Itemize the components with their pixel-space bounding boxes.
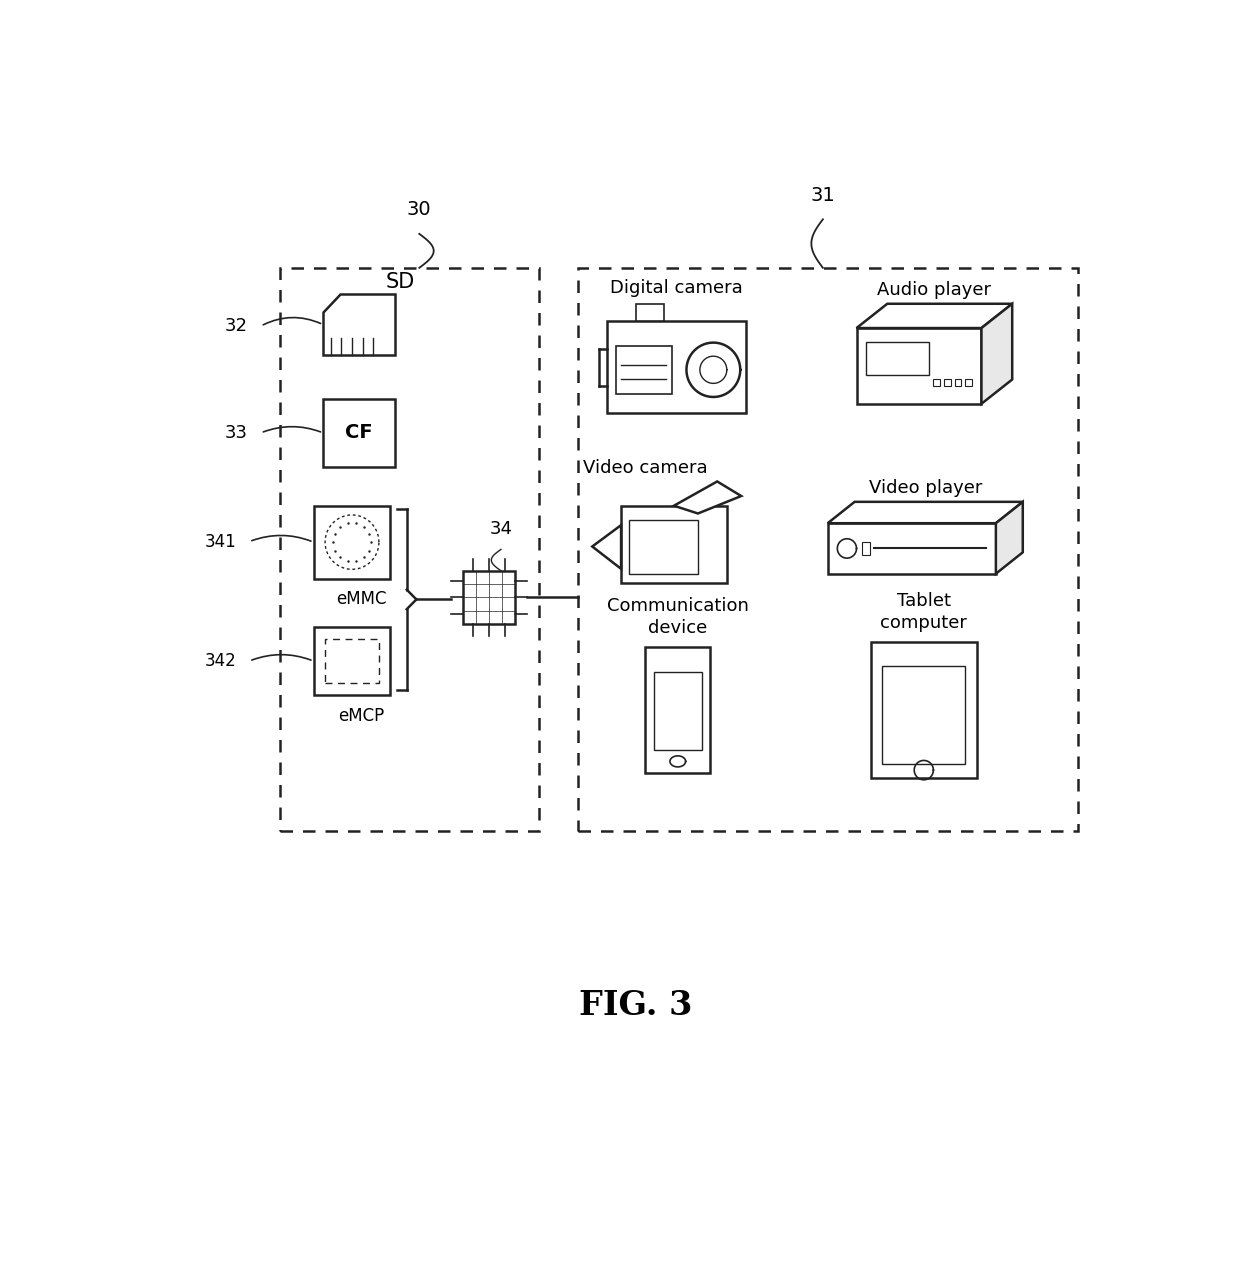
- Bar: [314, 506, 391, 579]
- Text: 342: 342: [205, 652, 237, 670]
- Text: 30: 30: [407, 200, 432, 219]
- Polygon shape: [593, 525, 621, 569]
- Text: Tablet
computer: Tablet computer: [880, 591, 967, 632]
- Bar: [606, 322, 746, 414]
- Text: 31: 31: [811, 185, 836, 204]
- Bar: [965, 380, 972, 386]
- Polygon shape: [324, 294, 396, 356]
- Text: 34: 34: [490, 520, 512, 537]
- Bar: [955, 380, 961, 386]
- Bar: [280, 267, 539, 831]
- Text: Digital camera: Digital camera: [610, 279, 743, 298]
- Bar: [944, 380, 951, 386]
- Text: eMCP: eMCP: [339, 706, 384, 725]
- Bar: [862, 542, 870, 555]
- Bar: [629, 521, 698, 574]
- Bar: [324, 398, 396, 467]
- Text: Video player: Video player: [868, 479, 982, 497]
- Bar: [325, 639, 379, 683]
- Bar: [635, 304, 665, 322]
- Bar: [870, 642, 977, 778]
- Text: CF: CF: [346, 424, 373, 443]
- Polygon shape: [996, 502, 1023, 574]
- Bar: [866, 342, 929, 375]
- Text: FIG. 3: FIG. 3: [579, 990, 692, 1023]
- Polygon shape: [982, 304, 1012, 404]
- Bar: [621, 506, 727, 584]
- Bar: [857, 328, 982, 404]
- Bar: [578, 267, 1078, 831]
- Polygon shape: [675, 482, 742, 513]
- Bar: [645, 647, 711, 773]
- Bar: [314, 627, 391, 695]
- Bar: [828, 523, 996, 574]
- Bar: [616, 346, 672, 393]
- Bar: [653, 672, 702, 750]
- Text: Communication
device: Communication device: [606, 596, 749, 637]
- Text: Video camera: Video camera: [583, 459, 708, 477]
- Bar: [883, 666, 965, 764]
- Text: 32: 32: [226, 317, 248, 335]
- Bar: [463, 571, 516, 624]
- Text: eMMC: eMMC: [336, 590, 387, 608]
- Text: SD: SD: [386, 272, 414, 293]
- Text: Audio player: Audio player: [878, 281, 991, 299]
- Text: 33: 33: [226, 424, 248, 441]
- Text: 341: 341: [205, 532, 237, 551]
- Bar: [934, 380, 940, 386]
- Polygon shape: [828, 502, 1023, 523]
- Polygon shape: [857, 304, 1012, 328]
